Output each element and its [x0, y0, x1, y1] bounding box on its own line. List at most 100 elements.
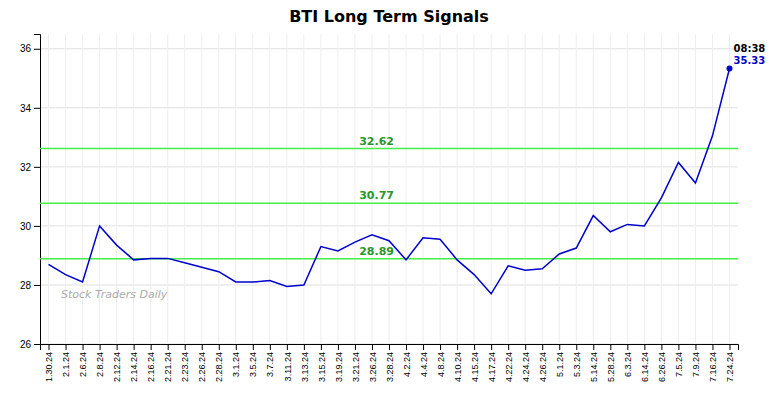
- tick: 3.1.24: [231, 344, 241, 377]
- tick-label: 4.2.24: [402, 352, 412, 377]
- tick: 6.26.24: [657, 344, 667, 382]
- marks: [40, 66, 738, 294]
- watermark: Stock Traders Daily: [61, 288, 168, 301]
- grid-line: [457, 34, 458, 344]
- tick-label: 2.28.24: [214, 352, 224, 382]
- tick: 2.23.24: [180, 344, 190, 382]
- tick: 3.15.24: [317, 344, 327, 382]
- grid-line: [320, 34, 321, 344]
- tick-mark: [49, 344, 50, 350]
- tick: 4.4.24: [419, 344, 429, 377]
- tick-label: 34: [20, 103, 32, 114]
- annotation: 08:38: [733, 43, 765, 54]
- last-point: [726, 66, 732, 72]
- tick-mark: [236, 344, 237, 350]
- grid-line: [491, 34, 492, 344]
- tick-mark: [525, 344, 526, 350]
- grid-line: [354, 34, 355, 344]
- tick-label: 2.16.24: [146, 352, 156, 382]
- tick-label: 3.5.24: [248, 352, 258, 377]
- tick: 3.7.24: [265, 344, 275, 377]
- tick-mark: [729, 344, 730, 350]
- tick-label: 3.11.24: [283, 352, 293, 381]
- tick-label: 3.28.24: [385, 352, 395, 382]
- tick-label: 7.5.24: [674, 352, 684, 377]
- tick: 7.9.24: [691, 344, 701, 377]
- tick-mark: [219, 344, 220, 350]
- tick-label: 4.15.24: [470, 352, 480, 382]
- grid-line: [423, 34, 424, 344]
- tick-label: 4.24.24: [521, 352, 531, 382]
- tick: 4.10.24: [453, 344, 463, 382]
- title: BTI Long Term Signals: [289, 7, 489, 26]
- tick-mark: [491, 344, 492, 350]
- tick-label: 2.12.24: [112, 352, 122, 382]
- tick-label: 4.17.24: [487, 352, 497, 382]
- tick-mark: [117, 344, 118, 350]
- tick-label: 30: [20, 221, 32, 232]
- grid-line: [576, 34, 577, 344]
- grid-line: [525, 34, 526, 344]
- grid-line: [627, 34, 628, 344]
- tick-mark: [66, 344, 67, 350]
- tick: 28: [20, 280, 40, 291]
- grid-line: [286, 34, 287, 344]
- tick-label: 3.19.24: [334, 352, 344, 382]
- tick-label: 26: [20, 339, 32, 350]
- axis-line: [41, 345, 739, 351]
- tick-label: 6.26.24: [657, 352, 667, 382]
- grid-line: [729, 34, 730, 344]
- grid-line: [610, 34, 611, 344]
- tick-mark: [202, 344, 203, 350]
- tick-mark: [372, 344, 373, 350]
- tick: 3.26.24: [368, 344, 378, 382]
- signal-label: 32.62: [359, 135, 394, 148]
- tick-mark: [34, 344, 40, 345]
- tick-label: 4.10.24: [453, 352, 463, 382]
- tick-label: 2.1.24: [61, 352, 71, 377]
- tick: 4.22.24: [504, 344, 514, 382]
- tick-mark: [34, 285, 40, 286]
- tick-label: 7.24.24: [725, 352, 735, 382]
- grid-line: [440, 34, 441, 344]
- tick-mark: [423, 344, 424, 350]
- tick: 3.21.24: [351, 344, 361, 382]
- tick: 4.26.24: [538, 344, 548, 382]
- tick-label: 1.30.24: [44, 352, 54, 382]
- chart: 1.30.242.1.242.6.242.8.242.12.242.14.242…: [0, 0, 784, 398]
- tick: 2.14.24: [129, 344, 139, 382]
- tick: 30: [20, 221, 40, 232]
- tick-mark: [83, 344, 84, 350]
- tick: 6.3.24: [623, 344, 633, 377]
- tick-mark: [644, 344, 645, 350]
- grid-line: [184, 34, 185, 344]
- y-axis: 262830323436: [20, 35, 41, 350]
- tick: 7.24.24: [725, 344, 735, 382]
- tick-label: 3.13.24: [300, 352, 310, 382]
- tick: 5.1.24: [555, 344, 565, 377]
- tick-label: 6.3.24: [623, 352, 633, 377]
- tick-label: 7.16.24: [708, 352, 718, 382]
- grid-line: [678, 34, 679, 344]
- tick-mark: [100, 344, 101, 350]
- signal-label: 30.77: [359, 189, 394, 202]
- tick: 32: [20, 162, 40, 173]
- tick-mark: [338, 344, 339, 350]
- grid: [40, 34, 738, 344]
- tick: 5.14.24: [589, 344, 599, 382]
- tick-label: 2.14.24: [129, 352, 139, 382]
- axis-line: [34, 35, 41, 345]
- tick-mark: [610, 344, 611, 350]
- tick-label: 3.15.24: [317, 352, 327, 382]
- tick: 5.3.24: [572, 344, 582, 377]
- tick-mark: [627, 344, 628, 350]
- tick: 3.13.24: [300, 344, 310, 382]
- tick: 26: [20, 339, 40, 350]
- tick-mark: [474, 344, 475, 350]
- tick-label: 2.26.24: [197, 352, 207, 382]
- tick: 3.5.24: [248, 344, 258, 377]
- grid-line: [661, 34, 662, 344]
- tick-label: 5.28.24: [606, 352, 616, 382]
- tick-mark: [168, 344, 169, 350]
- tick-mark: [151, 344, 152, 350]
